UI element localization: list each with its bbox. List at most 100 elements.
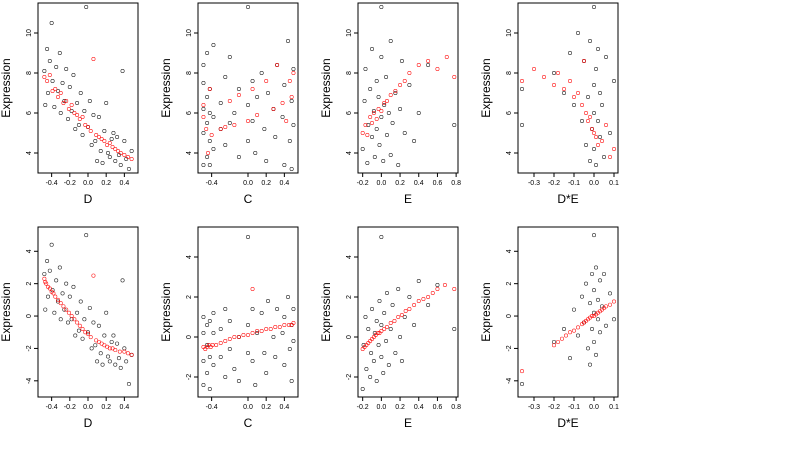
data-point-black <box>382 310 387 315</box>
data-point-red <box>66 310 71 315</box>
data-point-black <box>386 362 391 367</box>
data-point-black <box>236 155 241 160</box>
x-tick-label: 0.0 <box>589 404 599 411</box>
data-point-red <box>599 139 604 144</box>
data-point-black <box>120 69 125 74</box>
data-point-red <box>58 91 63 96</box>
x-tick-label: 0.0 <box>376 180 386 187</box>
data-point-black <box>567 356 572 361</box>
data-point-red <box>72 317 77 322</box>
data-point-red <box>551 83 556 88</box>
y-tick-label: -4 <box>26 378 33 384</box>
data-point-red <box>403 308 408 313</box>
plot-frame <box>357 2 459 174</box>
data-point-red <box>47 286 52 291</box>
data-point-black <box>595 119 600 124</box>
data-point-black <box>291 338 296 343</box>
data-point-red <box>412 302 417 307</box>
data-point-black <box>551 339 556 344</box>
data-point-black <box>43 103 48 108</box>
data-point-black <box>369 350 374 355</box>
data-point-black <box>93 139 98 144</box>
y-tick-label: 0 <box>26 314 33 318</box>
data-point-black <box>218 101 223 106</box>
data-point-red <box>227 336 232 341</box>
x-tick-label: -0.2 <box>548 404 560 411</box>
y-axis-label: Expression <box>159 282 173 341</box>
data-point-black <box>236 87 241 92</box>
data-point-black <box>366 123 371 128</box>
y-tick-label: -2 <box>506 345 513 351</box>
data-point-red <box>86 331 91 336</box>
data-point-black <box>370 46 375 51</box>
y-axis-label: Expression <box>319 282 333 341</box>
data-point-black <box>597 91 602 96</box>
data-point-red <box>360 346 365 351</box>
x-tick-label: -0.1 <box>568 180 580 187</box>
data-point-black <box>211 147 216 152</box>
y-tick-label: 4 <box>186 255 193 259</box>
data-point-black <box>561 91 566 96</box>
data-point-red <box>559 336 564 341</box>
y-tick-label: 2 <box>26 282 33 286</box>
data-point-black <box>379 354 384 359</box>
y-tick-label: 2 <box>346 295 353 299</box>
data-point-black <box>246 350 251 355</box>
data-point-black <box>407 294 412 299</box>
data-point-red <box>370 121 375 126</box>
data-point-black <box>591 5 596 10</box>
data-point-black <box>54 278 59 283</box>
x-tick-label: 0.6 <box>433 404 443 411</box>
x-tick-label: -0.2 <box>64 404 76 411</box>
data-point-red <box>375 330 380 335</box>
data-point-red <box>250 330 255 335</box>
scatter-panel-1: -0.4 -0.2 0.0 0.2 0.4 4 6 8 10 D Expression <box>0 2 139 206</box>
data-point-red <box>122 349 127 354</box>
y-tick-label: 10 <box>26 29 33 37</box>
y-tick-label: 4 <box>506 151 513 155</box>
data-point-red <box>126 155 131 160</box>
data-point-red <box>218 340 223 345</box>
x-tick-label: -0.4 <box>206 404 218 411</box>
data-point-red <box>426 294 431 299</box>
data-point-black <box>273 135 278 140</box>
data-point-red <box>567 330 572 335</box>
data-point-black <box>223 143 228 148</box>
data-point-black <box>259 71 264 76</box>
data-point-black <box>64 281 69 286</box>
data-point-black <box>384 338 389 343</box>
data-point-black <box>207 163 212 168</box>
data-point-red <box>118 151 123 156</box>
data-point-black <box>201 131 206 136</box>
data-point-red <box>53 294 58 299</box>
data-point-red <box>50 89 55 94</box>
data-point-red <box>69 103 74 108</box>
scatter-panel-8: -0.3 -0.2 -0.1 0.0 0.1 -4 -2 0 2 4 D*E Expression <box>479 226 619 430</box>
data-point-black <box>246 322 251 327</box>
data-point-black <box>587 159 592 164</box>
data-point-black <box>379 322 384 327</box>
data-point-black <box>593 163 598 168</box>
data-point-black <box>211 42 216 47</box>
data-point-black <box>100 362 105 367</box>
data-point-red <box>117 349 122 354</box>
data-point-black <box>262 350 267 355</box>
data-point-red <box>571 328 576 333</box>
data-point-black <box>595 46 600 51</box>
data-point-black <box>379 115 384 120</box>
data-point-black <box>98 351 103 356</box>
data-point-black <box>611 317 616 322</box>
data-point-red <box>519 369 524 374</box>
data-point-black <box>73 333 78 338</box>
x-axis-label: D <box>84 192 93 206</box>
data-point-black <box>122 139 127 144</box>
data-point-red <box>88 129 93 134</box>
data-point-black <box>370 306 375 311</box>
data-point-black <box>282 163 287 168</box>
data-point-black <box>60 291 65 296</box>
x-tick-label: 0.8 <box>451 180 461 187</box>
data-point-black <box>45 258 50 263</box>
data-point-red <box>382 326 387 331</box>
data-point-red <box>264 79 269 84</box>
data-point-black <box>57 50 62 55</box>
